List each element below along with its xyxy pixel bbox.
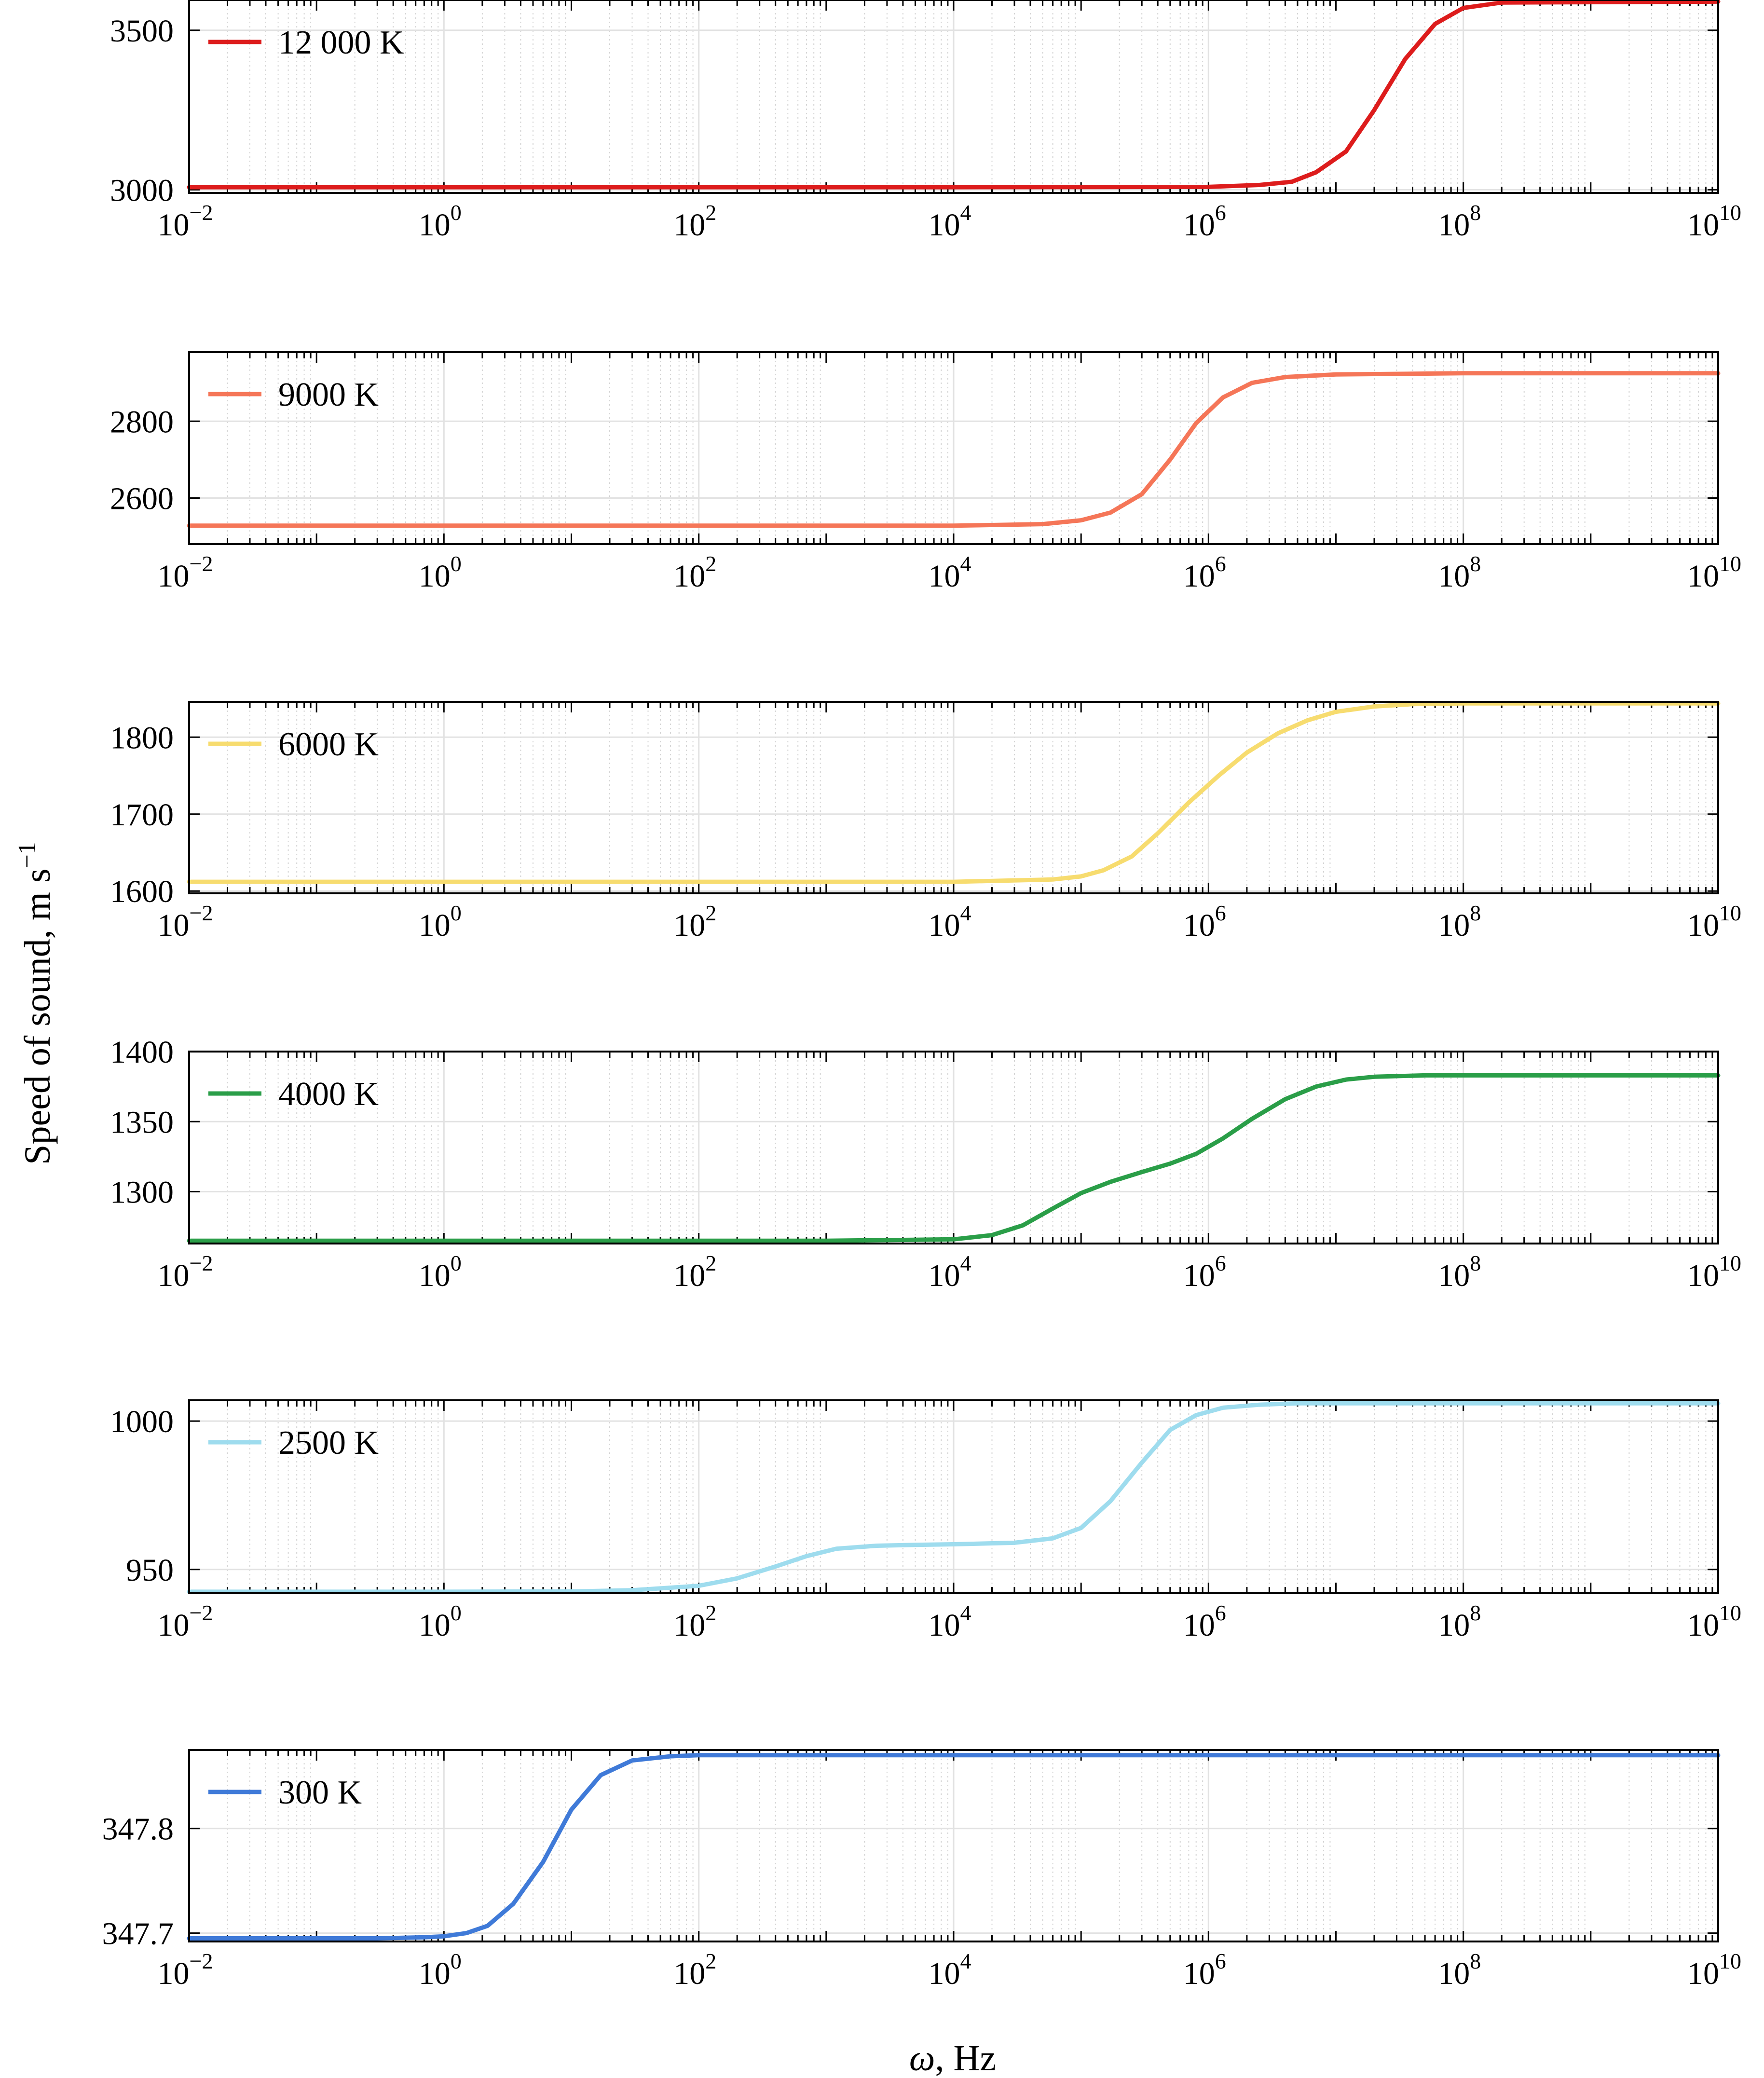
x-tick-label: 106 bbox=[1183, 200, 1226, 243]
4000-k-panel: 4000 K 1300 1350 1400 10−2 100 102 104 106 108 101… bbox=[110, 1035, 1741, 1293]
x-tick-label: 100 bbox=[419, 1600, 462, 1643]
x-tick-label: 106 bbox=[1183, 901, 1226, 943]
x-tick-label: 102 bbox=[673, 1600, 716, 1643]
x-tick-label: 10−2 bbox=[158, 200, 213, 243]
x-tick-label: 100 bbox=[419, 1949, 462, 1991]
x-tick-label: 102 bbox=[673, 1251, 716, 1293]
x-tick-label: 104 bbox=[929, 901, 971, 943]
x-tick-label: 100 bbox=[419, 1251, 462, 1293]
y-tick-label: 1600 bbox=[110, 874, 174, 909]
x-axis-title: ω, Hz bbox=[909, 2038, 996, 2078]
x-tick-label: 102 bbox=[673, 200, 716, 243]
legend-label: 12 000 K bbox=[278, 24, 404, 61]
y-tick-label: 1700 bbox=[110, 797, 174, 833]
300-k-series-line bbox=[187, 1753, 1721, 1941]
minor-grid bbox=[227, 352, 1713, 544]
legend-label: 9000 K bbox=[278, 376, 379, 413]
x-tick-label: 104 bbox=[929, 1949, 971, 1991]
minor-grid bbox=[227, 0, 1713, 193]
x-tick-label: 1010 bbox=[1687, 1251, 1741, 1293]
x-tick-label: 1010 bbox=[1687, 901, 1741, 943]
minor-grid bbox=[227, 1052, 1713, 1244]
plot-frame bbox=[188, 351, 1719, 545]
300-k-panel: 300 K 347.7 347.8 10−2 100 102 104 106 108 1010 bbox=[102, 1749, 1741, 1991]
x-tick-label: 102 bbox=[673, 1949, 716, 1991]
minor-grid bbox=[227, 702, 1713, 893]
legend-label: 2500 K bbox=[278, 1424, 379, 1462]
x-tick-label: 104 bbox=[929, 1251, 971, 1293]
x-tick-label: 106 bbox=[1183, 551, 1226, 594]
x-tick-label: 10−2 bbox=[158, 1949, 213, 1991]
legend-label: 6000 K bbox=[278, 726, 379, 763]
y-tick-label: 347.8 bbox=[102, 1812, 174, 1847]
x-tick-label: 10−2 bbox=[158, 1251, 213, 1293]
y-tick-label: 2800 bbox=[110, 404, 174, 439]
y-tick-label: 1300 bbox=[110, 1175, 174, 1210]
x-tick-label: 106 bbox=[1183, 1949, 1226, 1991]
x-tick-label: 1010 bbox=[1687, 1949, 1741, 1991]
x-tick-label: 102 bbox=[673, 551, 716, 594]
x-tick-label: 108 bbox=[1438, 551, 1481, 594]
x-tick-label: 100 bbox=[419, 551, 462, 594]
12-000-k-series-line bbox=[187, 0, 1721, 190]
legend-label: 4000 K bbox=[278, 1076, 379, 1113]
y-tick-label: 1000 bbox=[110, 1404, 174, 1439]
plot-frame bbox=[188, 1749, 1719, 1942]
x-tick-label: 108 bbox=[1438, 1251, 1481, 1293]
12-000-k-panel: 12 000 K 3000 3500 10−2 100 102 104 106 108 1010 bbox=[110, 0, 1741, 243]
6000-k-panel: 6000 K 1600 1700 1800 10−2 100 102 104 106 108 101… bbox=[110, 701, 1741, 943]
x-tick-label: 100 bbox=[419, 901, 462, 943]
2500-k-series-line bbox=[187, 1401, 1721, 1594]
x-tick-label: 10−2 bbox=[158, 551, 213, 594]
y-tick-label: 1350 bbox=[110, 1105, 174, 1140]
x-tick-label: 100 bbox=[419, 200, 462, 243]
x-tick-label: 1010 bbox=[1687, 551, 1741, 594]
y-tick-label: 1800 bbox=[110, 720, 174, 755]
4000-k-series-line bbox=[187, 1073, 1721, 1243]
x-tick-label: 106 bbox=[1183, 1251, 1226, 1293]
x-tick-label: 10−2 bbox=[158, 1600, 213, 1643]
x-tick-label: 1010 bbox=[1687, 200, 1741, 243]
y-tick-label: 347.7 bbox=[102, 1916, 174, 1952]
y-tick-label: 3000 bbox=[110, 173, 174, 208]
x-tick-label: 106 bbox=[1183, 1600, 1226, 1643]
y-tick-label: 2600 bbox=[110, 481, 174, 517]
x-tick-label: 108 bbox=[1438, 200, 1481, 243]
x-tick-label: 104 bbox=[929, 1600, 971, 1643]
plot-frame bbox=[188, 1399, 1719, 1594]
y-axis-title: Speed of sound, m s−1 bbox=[14, 842, 58, 1165]
x-tick-label: 108 bbox=[1438, 1949, 1481, 1991]
6000-k-series-line bbox=[187, 701, 1721, 884]
x-tick-label: 1010 bbox=[1687, 1600, 1741, 1643]
x-tick-label: 10−2 bbox=[158, 901, 213, 943]
y-tick-label: 950 bbox=[126, 1553, 174, 1588]
x-tick-label: 104 bbox=[929, 551, 971, 594]
y-tick-label: 1400 bbox=[110, 1035, 174, 1070]
x-tick-label: 108 bbox=[1438, 1600, 1481, 1643]
plot-frame bbox=[188, 0, 1719, 194]
y-tick-label: 3500 bbox=[110, 14, 174, 49]
plot-frame bbox=[188, 1051, 1719, 1244]
x-tick-label: 108 bbox=[1438, 901, 1481, 943]
x-tick-label: 102 bbox=[673, 901, 716, 943]
x-tick-label: 104 bbox=[929, 200, 971, 243]
2500-k-panel: 2500 K 950 1000 10−2 100 102 104 106 108 1010 bbox=[110, 1399, 1741, 1643]
9000-k-panel: 9000 K 2600 2800 10−2 100 102 104 106 108 1010 bbox=[110, 351, 1741, 594]
legend-label: 300 K bbox=[278, 1774, 362, 1811]
plot-frame bbox=[188, 701, 1719, 894]
minor-grid bbox=[227, 1400, 1713, 1593]
9000-k-series-line bbox=[187, 371, 1721, 528]
